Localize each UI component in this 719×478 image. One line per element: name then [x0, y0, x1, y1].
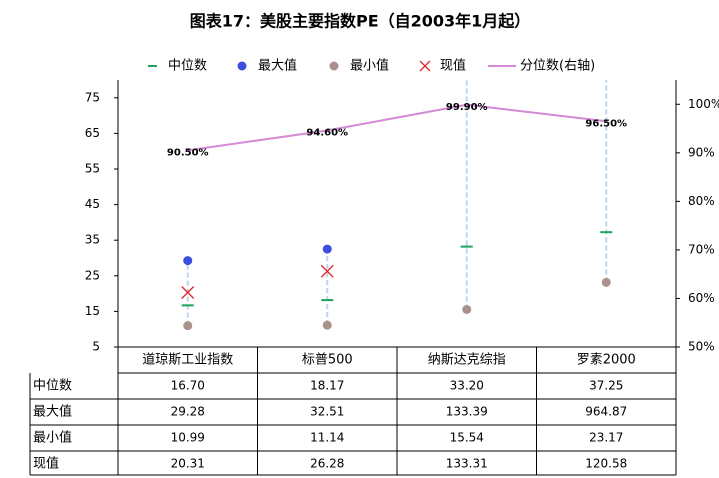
x-tick-label: 纳斯达克综指 — [428, 353, 506, 368]
data-label: 94.60% — [306, 127, 348, 138]
x-tick-label: 道琼斯工业指数 — [142, 353, 233, 368]
table-cell: 964.87 — [585, 405, 627, 419]
table-cell: 23.17 — [589, 431, 623, 445]
data-label: 90.50% — [167, 147, 209, 158]
legend-label: 现值 — [440, 58, 466, 74]
y-tick-label: 75 — [85, 90, 100, 104]
dot-mark — [183, 256, 193, 266]
dot-mark — [462, 304, 472, 314]
y2-tick-label: 60% — [688, 291, 715, 305]
row-label: 最小值 — [33, 430, 72, 446]
table-cell: 29.28 — [171, 405, 205, 419]
y-tick-label: 45 — [85, 197, 100, 211]
legend-label: 分位数(右轴) — [520, 59, 595, 74]
data-label: 99.90% — [446, 102, 488, 113]
table-cell: 120.58 — [585, 457, 627, 471]
legend-label: 最大值 — [258, 58, 297, 74]
dot-mark — [322, 320, 332, 330]
y-tick-label: 15 — [85, 304, 100, 318]
table-cell: 133.39 — [446, 405, 488, 419]
table-cell: 133.31 — [446, 457, 488, 471]
row-label: 最大值 — [33, 404, 72, 420]
dot-mark — [322, 244, 332, 254]
table-cell: 15.54 — [450, 431, 484, 445]
x-tick-label: 标普500 — [302, 353, 353, 368]
y-tick-label: 35 — [85, 233, 100, 247]
current-mark — [320, 264, 334, 278]
table-cell: 20.31 — [171, 457, 205, 471]
data-label: 96.50% — [585, 118, 627, 129]
table-cell: 18.17 — [310, 379, 344, 393]
table-cell: 11.14 — [310, 431, 344, 445]
table-cell: 33.20 — [450, 379, 484, 393]
x-tick-label: 罗素2000 — [577, 353, 636, 368]
y2-tick-label: 80% — [688, 194, 715, 208]
plot-area — [181, 80, 613, 331]
current-mark — [181, 286, 195, 299]
table-cell: 16.70 — [171, 379, 205, 393]
y2-tick-label: 100% — [688, 97, 719, 111]
dot-mark — [601, 277, 611, 287]
y-tick-label: 55 — [85, 162, 100, 176]
table-cell: 32.51 — [310, 405, 344, 419]
table-cell: 37.25 — [589, 379, 623, 393]
dot-mark — [183, 321, 193, 331]
table-cell: 26.28 — [310, 457, 344, 471]
row-label: 现值 — [33, 456, 59, 472]
y2-tick-label: 70% — [688, 242, 715, 256]
legend-label: 最小值 — [350, 58, 389, 74]
legend-swatch — [329, 61, 339, 71]
y2-tick-label: 50% — [688, 340, 715, 354]
y2-tick-label: 90% — [688, 145, 715, 159]
y-tick-label: 5 — [92, 340, 100, 354]
percentile-line — [187, 103, 607, 152]
legend-label: 中位数 — [168, 59, 207, 74]
chart-title: 图表17：美股主要指数PE（自2003年1月起） — [190, 12, 531, 31]
legend-swatch — [419, 60, 431, 72]
y-tick-label: 25 — [85, 268, 100, 282]
table-cell: 10.99 — [171, 431, 205, 445]
legend-swatch — [237, 61, 247, 71]
row-label: 中位数 — [33, 379, 72, 394]
y-tick-label: 65 — [85, 126, 100, 140]
